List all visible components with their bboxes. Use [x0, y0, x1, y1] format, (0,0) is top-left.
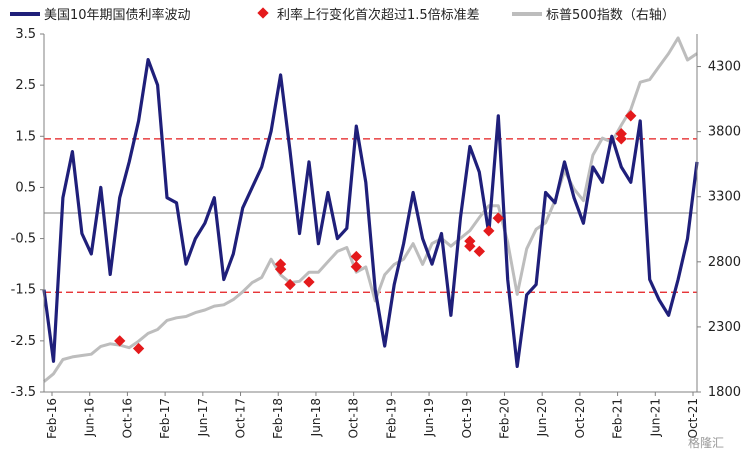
x-tick-label: Oct-17	[234, 398, 248, 438]
right-tick-label: 2300	[708, 320, 741, 335]
x-tick-label: Jun-18	[309, 398, 323, 437]
x-tick-label: Oct-20	[573, 398, 587, 438]
x-tick-label: Jun-20	[535, 398, 549, 437]
scatter-point	[473, 245, 486, 258]
x-tick-label: Oct-21	[686, 398, 700, 438]
left-tick-label: 3.5	[15, 27, 36, 42]
series-sp500-line	[43, 36, 698, 383]
scatter-point	[303, 276, 315, 288]
scatter-point	[492, 212, 504, 224]
legend: 美国10年期国债利率波动 利率上行变化首次超过1.5倍标准差 标普500指数（右…	[10, 7, 675, 23]
scatter-point	[625, 110, 637, 122]
x-tick-label: Jun-21	[648, 398, 662, 437]
legend-diamond-marker	[257, 7, 269, 19]
right-tick-label: 3300	[708, 190, 741, 205]
scatter-markers	[114, 110, 637, 355]
left-tick-label: -3.5	[11, 385, 36, 400]
x-tick-label: Jun-19	[422, 398, 436, 437]
scatter-point	[274, 258, 287, 270]
x-tick-label: Feb-21	[611, 398, 625, 439]
scatter-point	[350, 250, 362, 263]
watermark-text: 格隆汇	[688, 435, 724, 450]
right-tick-label: 2800	[708, 255, 741, 270]
x-tick-label: Oct-19	[460, 398, 474, 438]
x-tick-label: Jun-16	[83, 398, 97, 437]
x-tick-label: Oct-16	[120, 398, 134, 438]
right-tick-label: 3800	[708, 125, 741, 140]
series-rate-line	[42, 57, 699, 368]
legend-label-sp500: 标普500指数（右轴）	[546, 8, 675, 23]
x-tick-label: Feb-20	[498, 398, 512, 439]
gridlines	[44, 138, 697, 293]
left-tick-label: -1.5	[11, 283, 36, 298]
scatter-point	[483, 225, 495, 237]
x-tick-label: Feb-17	[158, 398, 172, 439]
right-tick-label: 1800	[708, 385, 741, 400]
x-tick-label: Feb-16	[45, 398, 59, 439]
left-tick-label: 0.5	[15, 180, 36, 195]
legend-label-diamond: 利率上行变化首次超过1.5倍标准差	[277, 7, 480, 23]
x-tick-label: Feb-19	[384, 398, 398, 439]
scatter-point	[350, 261, 362, 273]
left-tick-label: -0.5	[11, 232, 36, 247]
left-tick-label: -2.5	[11, 334, 36, 349]
left-tick-label: 2.5	[15, 78, 36, 93]
series-layer	[42, 36, 699, 383]
x-tick-label: Feb-18	[271, 398, 285, 439]
axes: 3.5 2.5 1.5 0.5 -0.5 -1.5 -2.5 -3.5 1800 2300 2800…	[11, 27, 741, 439]
right-tick-label: 4300	[708, 60, 741, 75]
legend-label-rate: 美国10年期国债利率波动	[44, 7, 191, 23]
left-tick-label: 1.5	[15, 129, 36, 144]
x-tick-label: Oct-18	[347, 398, 361, 438]
x-tick-label: Jun-17	[196, 398, 210, 437]
scatter-point	[132, 342, 145, 355]
